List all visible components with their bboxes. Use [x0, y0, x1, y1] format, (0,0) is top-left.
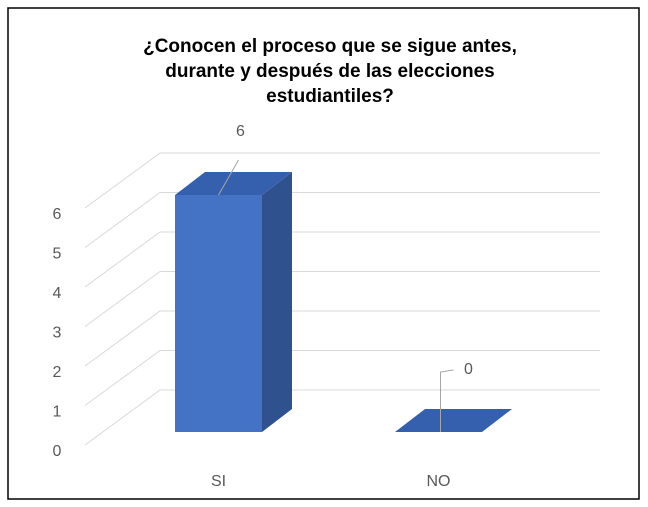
data-label: 6: [236, 123, 245, 140]
bar: [175, 195, 262, 432]
grid-line: [84, 231, 600, 288]
y-tick-label: 0: [53, 443, 62, 460]
chart-title: ¿Conocen el proceso que se sigue antes,: [143, 36, 517, 57]
grid-line: [84, 192, 600, 248]
y-tick-label: 3: [53, 325, 62, 342]
y-tick-label: 5: [53, 246, 62, 263]
chart-title: estudiantiles?: [266, 86, 394, 107]
y-tick-label: 6: [53, 206, 62, 223]
chart-title: durante y después de las elecciones: [165, 61, 494, 82]
y-tick-label: 4: [53, 285, 62, 302]
leader-line: [440, 369, 454, 432]
bar-top: [175, 172, 292, 195]
grid-line: [84, 152, 600, 209]
bar-top: [395, 409, 512, 432]
data-label: 0: [464, 361, 473, 378]
grid-line: [84, 350, 600, 406]
grid-line: [84, 310, 600, 367]
y-tick-label: 1: [53, 404, 62, 421]
grid-line: [84, 271, 600, 327]
bar-side: [262, 172, 292, 432]
y-tick-label: 2: [53, 364, 62, 381]
chart-frame: [7, 7, 640, 500]
grid-line: [84, 389, 600, 446]
x-tick-label: NO: [427, 473, 451, 490]
leader-line: [218, 159, 239, 196]
x-tick-label: SI: [211, 473, 226, 490]
